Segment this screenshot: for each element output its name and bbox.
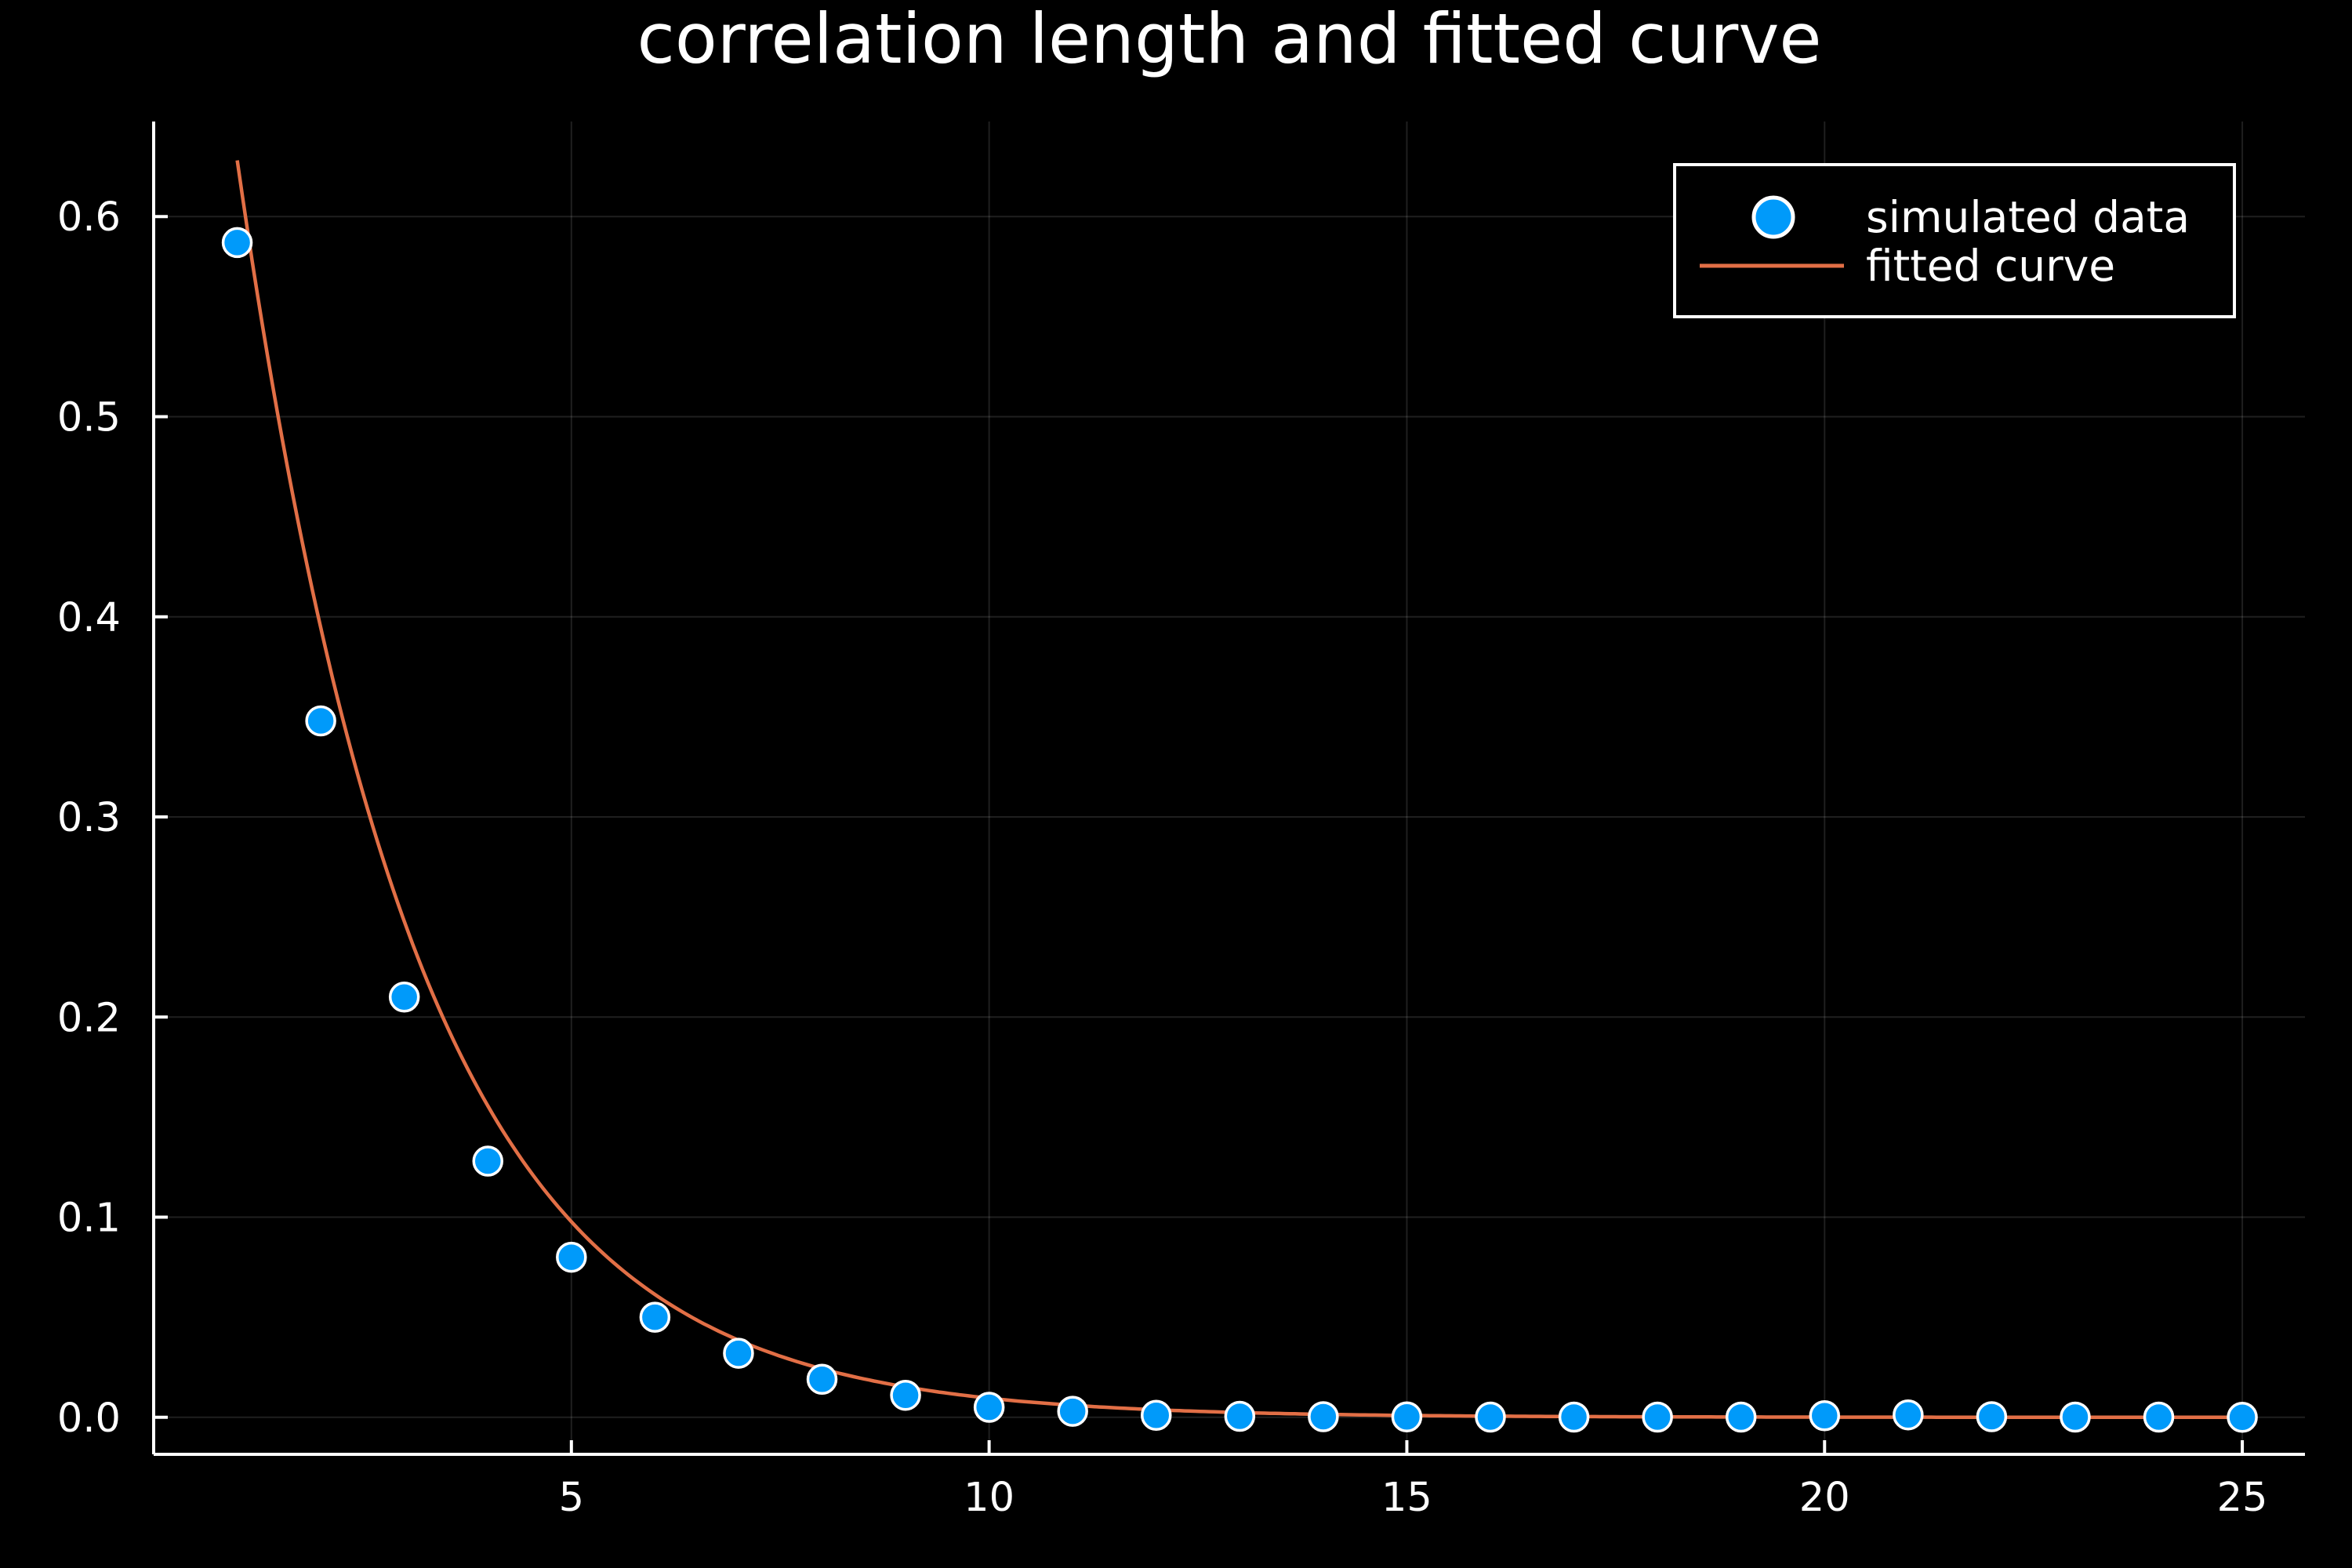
chart-title: correlation length and fitted curve <box>637 0 1821 79</box>
data-point <box>1976 1401 2008 1432</box>
data-point <box>556 1241 587 1273</box>
x-axis-ticks: 5 10 15 20 25 <box>559 1440 2268 1521</box>
data-point <box>723 1338 754 1369</box>
data-point <box>305 705 336 737</box>
data-point <box>973 1392 1005 1423</box>
y-tick-label: 0.4 <box>57 595 121 641</box>
data-point <box>1475 1401 1506 1433</box>
data-point <box>2227 1402 2258 1433</box>
data-point <box>1809 1399 1841 1432</box>
y-tick-label: 0.2 <box>57 995 121 1041</box>
simulated-data-series <box>221 227 2258 1433</box>
x-tick-label: 15 <box>1381 1475 1432 1521</box>
data-point <box>1057 1396 1088 1427</box>
data-point <box>639 1301 671 1333</box>
y-tick-label: 0.1 <box>57 1196 121 1242</box>
y-tick-label: 0.3 <box>57 795 121 841</box>
y-tick-label: 0.6 <box>57 194 121 241</box>
data-point <box>806 1363 838 1396</box>
legend-label-fitted-curve: fitted curve <box>1866 241 2115 291</box>
x-tick-label: 10 <box>964 1475 1014 1521</box>
data-point <box>1558 1401 1590 1433</box>
legend-box <box>1673 163 2236 318</box>
y-tick-label: 0.0 <box>57 1396 121 1442</box>
legend-marker-simulated-data <box>1751 195 1795 239</box>
data-point <box>1725 1401 1757 1433</box>
legend-label-simulated-data: simulated data <box>1866 192 2190 242</box>
data-point <box>2060 1401 2091 1433</box>
data-point <box>890 1379 921 1411</box>
data-point <box>1642 1401 1673 1433</box>
data-point <box>472 1145 504 1177</box>
data-point <box>1308 1401 1339 1432</box>
axes <box>152 122 2305 1456</box>
legend: simulated data fitted curve <box>1673 163 2236 318</box>
data-point <box>388 981 420 1013</box>
grid <box>154 122 2305 1454</box>
y-axis-ticks: 0.0 0.1 0.2 0.3 0.4 0.5 0.6 <box>57 194 168 1442</box>
data-point <box>1141 1399 1172 1431</box>
data-point <box>1391 1401 1423 1433</box>
data-point <box>1893 1399 1924 1431</box>
data-point <box>1224 1400 1256 1432</box>
data-point <box>2143 1401 2175 1433</box>
x-tick-label: 25 <box>2217 1475 2268 1521</box>
x-tick-label: 5 <box>559 1475 584 1521</box>
x-tick-label: 20 <box>1799 1475 1850 1521</box>
y-tick-label: 0.5 <box>57 395 121 441</box>
data-point <box>221 227 253 259</box>
